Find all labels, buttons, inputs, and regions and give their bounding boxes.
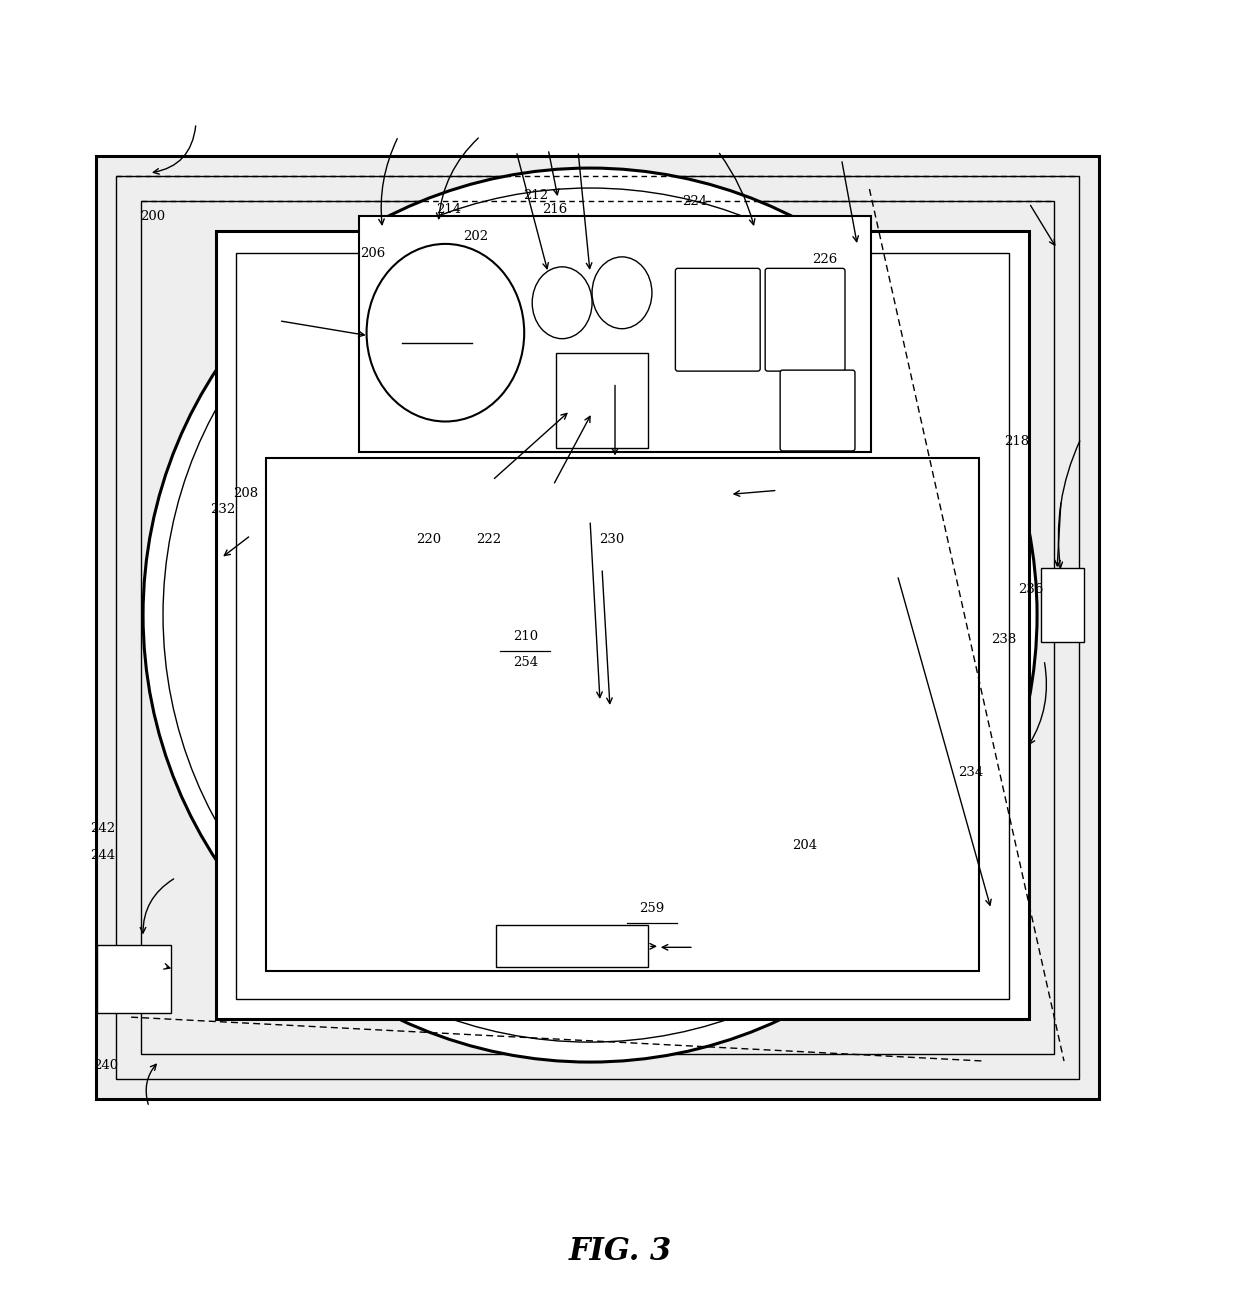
Text: 226: 226	[812, 253, 837, 266]
FancyBboxPatch shape	[780, 371, 854, 451]
Text: 240: 240	[93, 1059, 119, 1072]
Polygon shape	[97, 945, 171, 1013]
Polygon shape	[496, 926, 649, 967]
Text: 200: 200	[140, 210, 166, 223]
Ellipse shape	[367, 244, 525, 421]
Ellipse shape	[532, 267, 591, 338]
Text: 214: 214	[435, 204, 461, 217]
Text: 232: 232	[211, 502, 236, 516]
Ellipse shape	[591, 257, 652, 329]
Polygon shape	[358, 216, 872, 452]
Text: 218: 218	[1004, 435, 1029, 448]
Text: 230: 230	[599, 533, 625, 546]
Polygon shape	[557, 352, 649, 448]
Polygon shape	[117, 176, 1079, 1079]
FancyBboxPatch shape	[676, 269, 760, 371]
Text: 222: 222	[476, 533, 501, 546]
FancyBboxPatch shape	[765, 269, 844, 371]
Polygon shape	[97, 156, 1099, 1099]
Text: FIG. 3: FIG. 3	[568, 1237, 672, 1268]
Polygon shape	[216, 231, 1029, 1019]
Text: 206: 206	[360, 248, 386, 261]
Text: 202: 202	[463, 230, 487, 244]
Polygon shape	[141, 201, 1054, 1053]
Text: 242: 242	[91, 822, 115, 835]
Text: 212: 212	[522, 188, 548, 201]
Text: 220: 220	[415, 533, 441, 546]
Text: 236: 236	[1018, 582, 1044, 595]
Polygon shape	[236, 253, 1009, 999]
Circle shape	[143, 168, 1037, 1062]
Text: 244: 244	[91, 849, 115, 862]
Text: 204: 204	[792, 839, 817, 852]
Polygon shape	[265, 458, 980, 971]
Text: 210: 210	[512, 630, 538, 643]
Text: 208: 208	[233, 487, 258, 500]
Text: 238: 238	[992, 633, 1017, 646]
Text: 224: 224	[682, 195, 707, 208]
Text: 216: 216	[543, 204, 568, 217]
Text: 234: 234	[959, 767, 983, 780]
Polygon shape	[1042, 568, 1084, 642]
Text: 259: 259	[640, 902, 665, 915]
Text: 254: 254	[512, 656, 538, 670]
